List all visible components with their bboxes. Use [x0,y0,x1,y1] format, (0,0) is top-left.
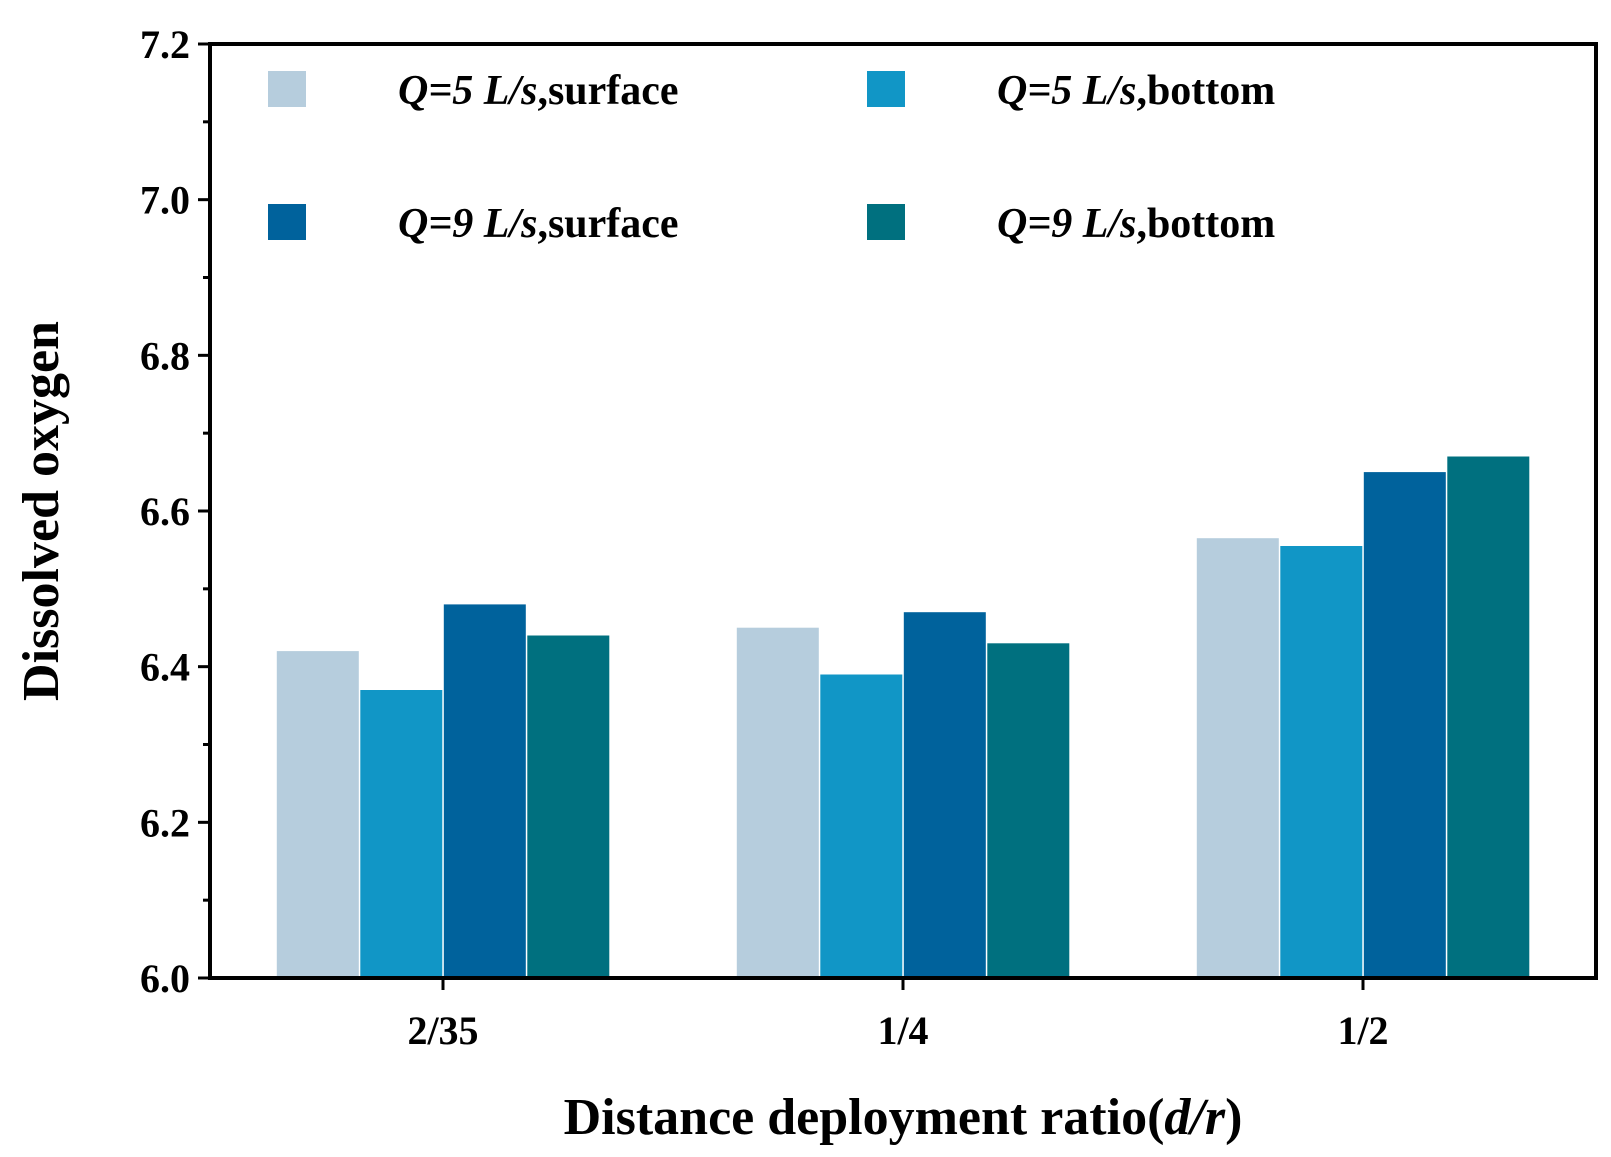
y-axis-title: Dissolved oxygen [13,321,70,701]
x-axis-title-prefix: Distance deployment ratio( [564,1089,1165,1146]
bar-series-2-1-2 [1280,546,1363,978]
y-tick-label: 6.6 [140,489,190,534]
bar-series-1-1-4 [736,627,819,978]
y-axis: 6.0 6.2 6.4 6.6 6.8 7.0 7.2 [140,22,210,1001]
x-tick-label: 2/35 [407,1008,478,1053]
x-axis-title-suffix: ) [1225,1089,1242,1146]
legend-label-4: Q=9 L/s,bottom [997,201,1275,247]
bar-series-4-1-2 [1447,456,1530,978]
legend-swatch-3 [268,204,306,240]
bar-series-1-1-2 [1196,538,1279,978]
x-axis-title: Distance deployment ratio(d/r) [564,1089,1243,1146]
bar-series-2-2-35 [360,690,443,978]
bar-series-1-2-35 [276,651,359,978]
legend-label-1: Q=5 L/s,surface [398,68,679,114]
x-tick-label: 1/4 [877,1008,928,1053]
legend-swatch-1 [268,71,306,107]
x-tick-label: 1/2 [1337,1008,1388,1053]
y-tick-label: 7.0 [140,178,190,223]
bar-series-4-1-4 [987,643,1070,978]
bar-series-2-1-4 [820,674,903,978]
y-tick-label: 6.2 [140,800,190,845]
y-tick-label: 7.2 [140,22,190,67]
bar-series-4-2-35 [527,635,610,978]
legend: Q=5 L/s,surface Q=5 L/s,bottom Q=9 L/s,sur… [268,68,1275,247]
legend-label-2: Q=5 L/s,bottom [997,68,1275,114]
y-tick-label: 6.8 [140,333,190,378]
legend-swatch-2 [867,71,905,107]
bar-series-3-1-4 [903,612,986,978]
x-axis-title-italic: d/r [1164,1089,1225,1146]
legend-label-3: Q=9 L/s,surface [398,201,679,247]
y-tick-label: 6.4 [140,645,190,690]
x-axis: 2/35 1/4 1/2 [407,978,1389,1053]
bar-series-3-2-35 [443,604,526,978]
bars-layer [276,456,1530,978]
legend-swatch-4 [867,204,905,240]
y-tick-label: 6.0 [140,956,190,1001]
bar-series-3-1-2 [1363,472,1446,978]
